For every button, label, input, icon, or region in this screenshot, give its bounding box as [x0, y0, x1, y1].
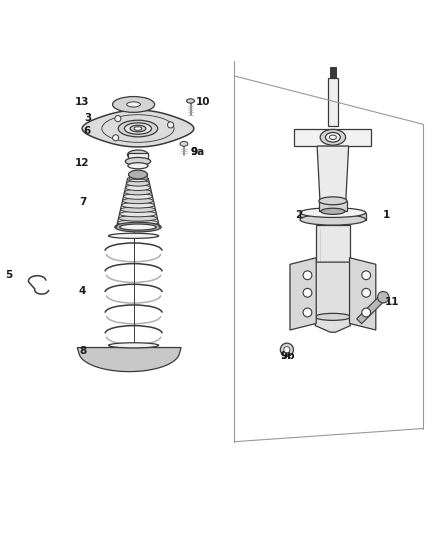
- Text: 3: 3: [84, 114, 91, 124]
- Polygon shape: [316, 225, 350, 317]
- Ellipse shape: [319, 197, 347, 205]
- Circle shape: [284, 346, 290, 353]
- Circle shape: [303, 271, 312, 280]
- Circle shape: [378, 292, 389, 303]
- Ellipse shape: [325, 133, 340, 142]
- Circle shape: [168, 122, 174, 128]
- Circle shape: [303, 288, 312, 297]
- Ellipse shape: [300, 214, 366, 225]
- Ellipse shape: [109, 233, 159, 238]
- Text: 13: 13: [75, 97, 90, 107]
- Ellipse shape: [125, 157, 151, 165]
- Polygon shape: [357, 295, 386, 324]
- FancyBboxPatch shape: [330, 67, 336, 78]
- Ellipse shape: [120, 211, 156, 217]
- Text: 6: 6: [84, 126, 91, 136]
- Ellipse shape: [127, 102, 141, 107]
- Circle shape: [362, 288, 371, 297]
- Ellipse shape: [127, 176, 148, 182]
- Text: 10: 10: [196, 97, 211, 107]
- Text: 1: 1: [383, 210, 391, 220]
- Text: 2: 2: [295, 210, 302, 220]
- Ellipse shape: [124, 123, 152, 134]
- Ellipse shape: [315, 313, 350, 320]
- Text: 5: 5: [5, 270, 12, 280]
- Ellipse shape: [113, 96, 155, 112]
- FancyBboxPatch shape: [300, 213, 366, 220]
- Ellipse shape: [115, 222, 161, 232]
- Ellipse shape: [128, 163, 148, 169]
- FancyBboxPatch shape: [294, 128, 371, 146]
- Text: 9: 9: [280, 351, 287, 361]
- Ellipse shape: [117, 220, 159, 225]
- Ellipse shape: [119, 215, 157, 221]
- Ellipse shape: [130, 125, 146, 132]
- FancyBboxPatch shape: [128, 174, 148, 179]
- Polygon shape: [77, 348, 181, 372]
- Text: 4: 4: [79, 286, 86, 296]
- Ellipse shape: [125, 185, 151, 190]
- Text: 9a: 9a: [191, 147, 205, 157]
- Ellipse shape: [128, 170, 148, 179]
- Polygon shape: [350, 258, 376, 330]
- Polygon shape: [315, 262, 350, 332]
- Text: 7: 7: [79, 197, 86, 207]
- Ellipse shape: [321, 208, 345, 214]
- Ellipse shape: [124, 189, 152, 195]
- Text: 9b: 9b: [280, 351, 295, 361]
- Polygon shape: [290, 258, 316, 330]
- Text: 12: 12: [75, 158, 90, 168]
- Ellipse shape: [121, 203, 155, 208]
- Ellipse shape: [180, 141, 188, 146]
- Text: 9: 9: [191, 147, 198, 157]
- Text: 11: 11: [385, 296, 399, 306]
- Ellipse shape: [320, 130, 346, 145]
- Ellipse shape: [134, 127, 142, 130]
- Polygon shape: [82, 110, 194, 147]
- Text: 8: 8: [79, 345, 86, 356]
- Ellipse shape: [118, 120, 158, 137]
- FancyBboxPatch shape: [319, 201, 347, 211]
- Ellipse shape: [117, 224, 159, 230]
- Ellipse shape: [120, 224, 156, 230]
- FancyBboxPatch shape: [128, 153, 148, 160]
- FancyBboxPatch shape: [328, 78, 338, 126]
- Ellipse shape: [187, 99, 194, 103]
- Circle shape: [113, 135, 119, 141]
- Circle shape: [362, 271, 371, 280]
- Ellipse shape: [127, 150, 148, 159]
- Ellipse shape: [124, 193, 152, 199]
- Circle shape: [362, 308, 371, 317]
- Ellipse shape: [109, 343, 159, 348]
- Polygon shape: [317, 146, 349, 214]
- Ellipse shape: [120, 207, 155, 213]
- Circle shape: [115, 116, 121, 122]
- Circle shape: [303, 308, 312, 317]
- Ellipse shape: [300, 208, 366, 217]
- Ellipse shape: [123, 198, 153, 204]
- Ellipse shape: [329, 135, 336, 140]
- Ellipse shape: [127, 181, 149, 186]
- Circle shape: [280, 343, 293, 356]
